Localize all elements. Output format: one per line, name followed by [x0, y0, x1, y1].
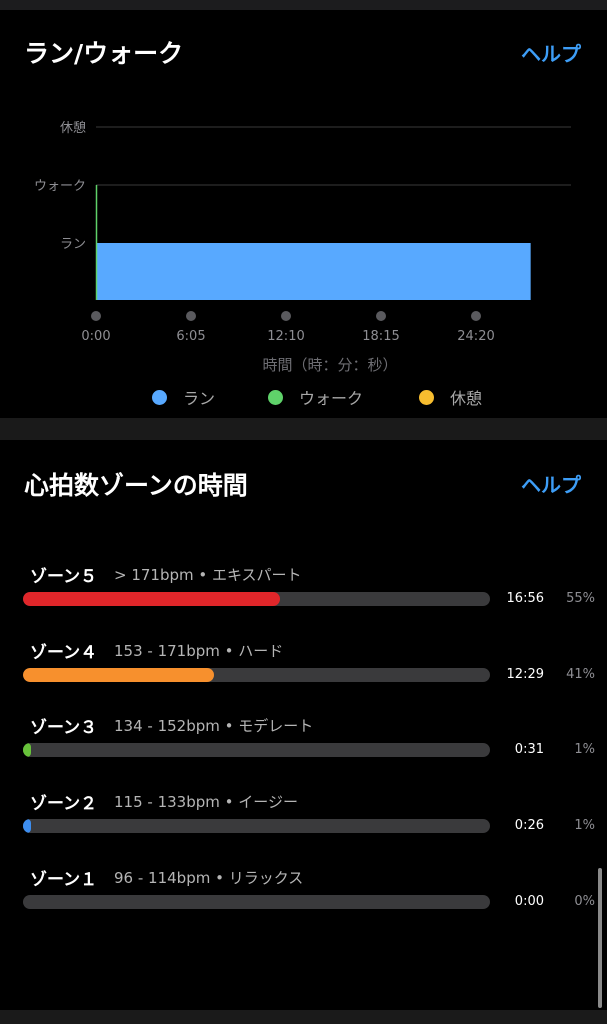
x-tick-dot [91, 311, 101, 321]
zone-name: ゾーン１ [30, 870, 98, 890]
zone-row-1: ゾーン１ 96 - 114bpm • リラックス 0:00 0% [0, 865, 607, 925]
top-strip [0, 0, 607, 10]
zone-range: 96 - 114bpm • リラックス [114, 869, 304, 887]
y-category-label: ラン [60, 237, 86, 252]
zone-fill-bar [23, 592, 280, 606]
legend-dot-walk [268, 389, 283, 405]
zone-name: ゾーン５ [30, 567, 98, 587]
x-tick-label: 6:05 [176, 329, 205, 344]
x-tick-dot [471, 311, 481, 321]
zone-percent: 1% [574, 742, 595, 757]
run-walk-card: ラン/ウォーク ヘルプ 休憩 ウォーク ラン 0:00 6:05 12:10 18:15 24… [0, 10, 607, 418]
zone-time: 0:31 [514, 742, 544, 757]
series-area-run [96, 243, 531, 300]
zone-time: 12:29 [506, 667, 544, 682]
zone-percent: 1% [574, 818, 595, 833]
legend-item-walk: ウォーク [268, 386, 363, 408]
run-walk-help-link[interactable]: ヘルプ [521, 42, 581, 66]
zone-track [23, 592, 490, 606]
legend-dot-rest [419, 389, 434, 405]
zone-name: ゾーン３ [30, 718, 98, 738]
zone-fill-bar [23, 819, 31, 833]
x-tick-dot [376, 311, 386, 321]
legend-label-rest: 休憩 [450, 389, 483, 408]
legend-label-run: ラン [183, 389, 216, 408]
y-category-label: 休憩 [60, 120, 86, 136]
x-tick-label: 12:10 [267, 329, 304, 344]
x-tick-label: 0:00 [81, 329, 110, 344]
zone-percent: 0% [574, 894, 595, 909]
x-tick-dot [281, 311, 291, 321]
legend-item-run: ラン [152, 386, 215, 408]
zone-name: ゾーン２ [30, 794, 98, 814]
x-tick-label: 18:15 [362, 329, 399, 344]
zone-range: 134 - 152bpm • モデレート [114, 717, 314, 735]
zone-row-4: ゾーン４ 153 - 171bpm • ハード 12:29 41% [0, 638, 607, 698]
zone-track [23, 819, 490, 833]
zone-track [23, 895, 490, 909]
hr-zones-help-link[interactable]: ヘルプ [521, 473, 581, 497]
x-tick-label: 24:20 [457, 329, 494, 344]
zone-range: 153 - 171bpm • ハード [114, 642, 284, 660]
legend-dot-run [152, 389, 167, 405]
y-category-label: ウォーク [34, 179, 86, 194]
zone-percent: 55% [566, 591, 595, 606]
run-walk-title: ラン/ウォーク [24, 39, 184, 68]
zone-percent: 41% [566, 667, 595, 682]
zone-fill-bar [23, 668, 215, 682]
hr-zones-card: 心拍数ゾーンの時間 ヘルプ ゾーン５ > 171bpm • エキスパート 16:… [0, 440, 607, 1010]
zone-track [23, 668, 490, 682]
zone-fill-bar [23, 743, 31, 757]
hr-zones-title: 心拍数ゾーンの時間 [24, 471, 248, 500]
zone-row-3: ゾーン３ 134 - 152bpm • モデレート 0:31 1% [0, 713, 607, 773]
zone-row-2: ゾーン２ 115 - 133bpm • イージー 0:26 1% [0, 789, 607, 849]
x-tick-dot [186, 311, 196, 321]
zone-time: 16:56 [506, 591, 544, 606]
zone-time: 0:26 [514, 818, 544, 833]
x-axis-label: 時間（時：分：秒） [262, 356, 397, 374]
zone-name: ゾーン４ [30, 643, 98, 663]
zone-range: > 171bpm • エキスパート [114, 566, 302, 584]
zone-track [23, 743, 490, 757]
legend-label-walk: ウォーク [299, 389, 364, 408]
zone-range: 115 - 133bpm • イージー [114, 793, 298, 811]
scrollbar[interactable] [598, 868, 602, 1008]
zone-row-5: ゾーン５ > 171bpm • エキスパート 16:56 55% [0, 562, 607, 622]
zone-time: 0:00 [514, 894, 544, 909]
legend-item-rest: 休憩 [419, 386, 482, 408]
